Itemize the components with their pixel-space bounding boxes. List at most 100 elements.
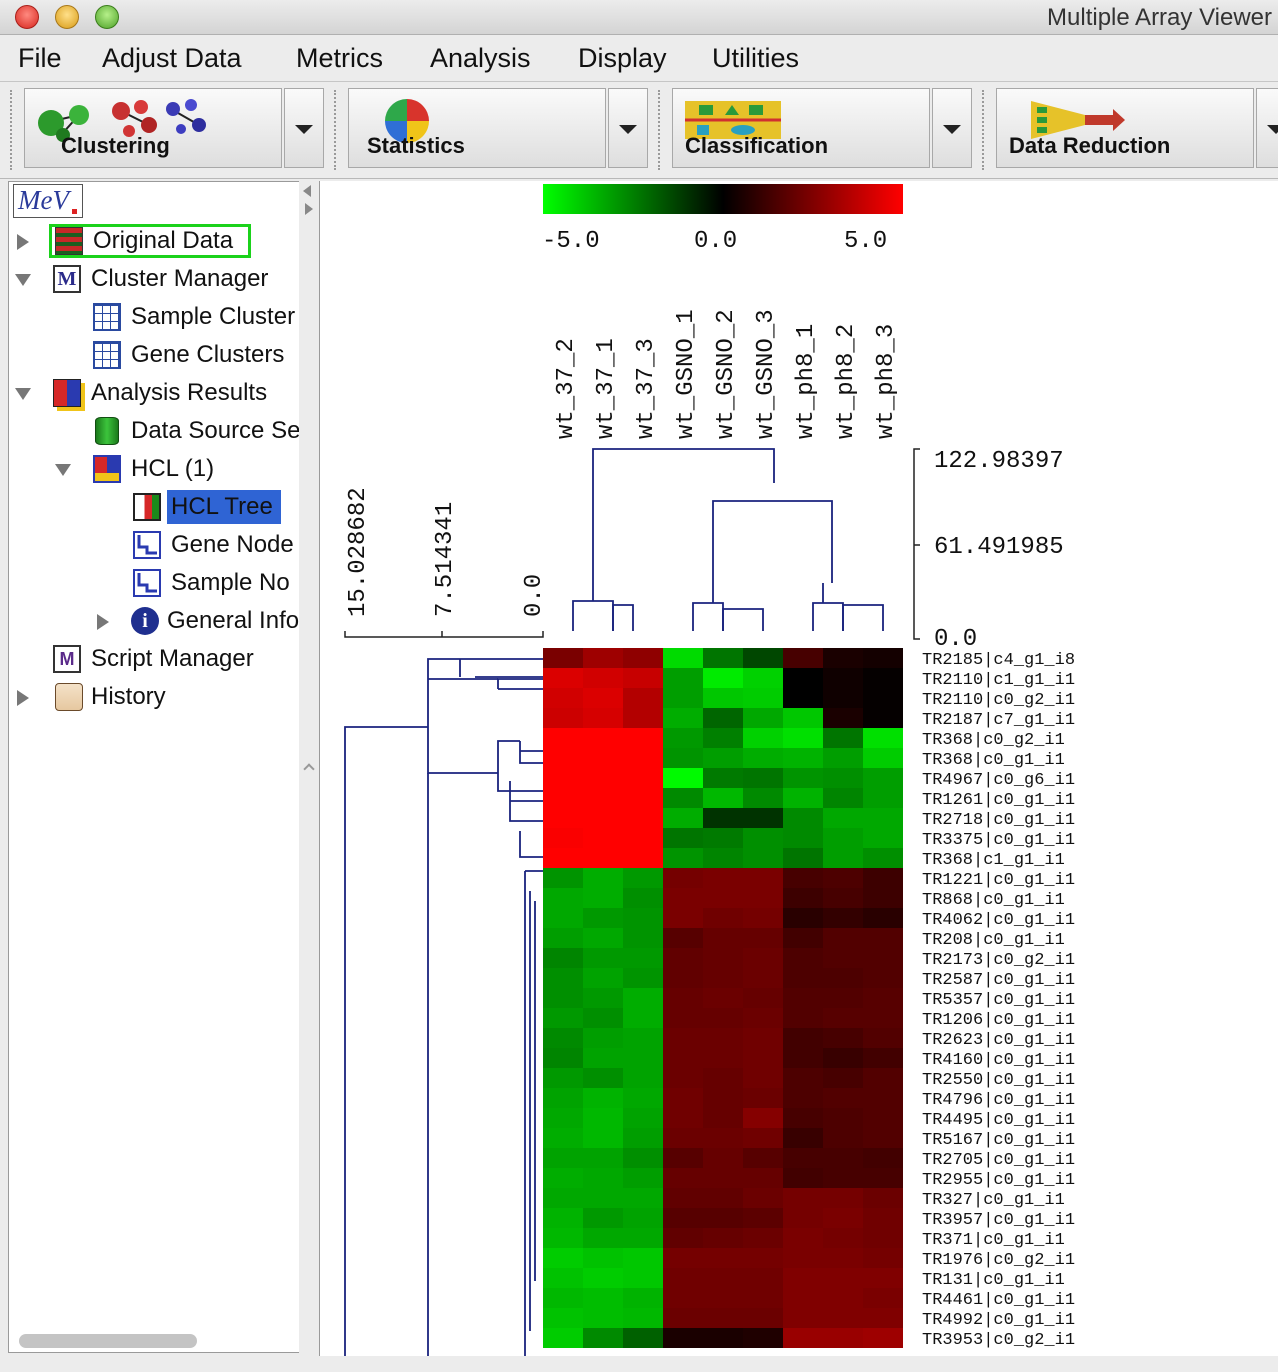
heatmap-cell[interactable] [583, 1008, 623, 1028]
heatmap-cell[interactable] [703, 888, 743, 908]
heatmap-cell[interactable] [623, 668, 663, 688]
heatmap-cell[interactable] [703, 1288, 743, 1308]
heatmap-cell[interactable] [783, 808, 823, 828]
heatmap-cell[interactable] [823, 1188, 863, 1208]
heatmap-cell[interactable] [663, 1308, 703, 1328]
heatmap-cell[interactable] [543, 648, 583, 668]
heatmap-cell[interactable] [743, 1068, 783, 1088]
minimize-window-button[interactable] [55, 5, 79, 29]
heatmap-cell[interactable] [783, 1068, 823, 1088]
toolbar-grip[interactable] [658, 90, 665, 170]
heatmap-cell[interactable] [823, 788, 863, 808]
clustering-dropdown[interactable] [284, 88, 324, 168]
expand-arrow-icon[interactable] [17, 234, 29, 250]
heatmap-cell[interactable] [743, 728, 783, 748]
heatmap-cell[interactable] [583, 1308, 623, 1328]
heatmap-cell[interactable] [663, 728, 703, 748]
heatmap-cell[interactable] [823, 968, 863, 988]
heatmap-cell[interactable] [823, 1008, 863, 1028]
heatmap-cell[interactable] [823, 1228, 863, 1248]
heatmap-cell[interactable] [623, 1088, 663, 1108]
heatmap-cell[interactable] [623, 1268, 663, 1288]
heatmap-cell[interactable] [623, 1028, 663, 1048]
heatmap-cell[interactable] [703, 928, 743, 948]
heatmap-cell[interactable] [543, 848, 583, 868]
menu-file[interactable]: File [18, 43, 62, 73]
heatmap-cell[interactable] [703, 988, 743, 1008]
heatmap-cell[interactable] [703, 688, 743, 708]
heatmap-cell[interactable] [863, 708, 903, 728]
heatmap-cell[interactable] [823, 908, 863, 928]
heatmap-cell[interactable] [543, 728, 583, 748]
heatmap-cell[interactable] [583, 928, 623, 948]
heatmap-cell[interactable] [863, 1168, 903, 1188]
tree-item-script-manager[interactable]: M Script Manager [9, 642, 299, 676]
heatmap-cell[interactable] [743, 748, 783, 768]
heatmap-cell[interactable] [783, 848, 823, 868]
heatmap-cell[interactable] [663, 648, 703, 668]
heatmap-cell[interactable] [743, 768, 783, 788]
heatmap-cell[interactable] [543, 1328, 583, 1348]
heatmap-cell[interactable] [863, 908, 903, 928]
heatmap-cell[interactable] [623, 768, 663, 788]
heatmap-cell[interactable] [703, 1048, 743, 1068]
heatmap-cell[interactable] [863, 768, 903, 788]
heatmap-cell[interactable] [623, 1328, 663, 1348]
heatmap-cell[interactable] [823, 1088, 863, 1108]
tree-item-general-info[interactable]: i General Info [9, 604, 299, 638]
heatmap-cell[interactable] [823, 1128, 863, 1148]
heatmap-cell[interactable] [703, 1008, 743, 1028]
heatmap-cell[interactable] [743, 1208, 783, 1228]
data-reduction-button[interactable]: Data Reduction [996, 88, 1254, 168]
heatmap-cell[interactable] [703, 808, 743, 828]
collapse-arrow-icon[interactable] [15, 274, 31, 286]
heatmap-cell[interactable] [823, 648, 863, 668]
heatmap-cell[interactable] [543, 708, 583, 728]
heatmap-cell[interactable] [783, 1308, 823, 1328]
heatmap-cell[interactable] [583, 1108, 623, 1128]
expand-arrow-icon[interactable] [17, 690, 29, 706]
heatmap-cell[interactable] [623, 828, 663, 848]
heatmap-cell[interactable] [623, 928, 663, 948]
heatmap-cell[interactable] [863, 1288, 903, 1308]
heatmap-cell[interactable] [543, 1188, 583, 1208]
tree-item-analysis-results[interactable]: Analysis Results [9, 376, 299, 410]
menu-display[interactable]: Display [578, 43, 667, 73]
heatmap-cell[interactable] [583, 1128, 623, 1148]
heatmap-cell[interactable] [623, 968, 663, 988]
heatmap-cell[interactable] [543, 988, 583, 1008]
heatmap-cell[interactable] [703, 1168, 743, 1188]
heatmap-cell[interactable] [583, 968, 623, 988]
heatmap-cell[interactable] [783, 688, 823, 708]
heatmap-cell[interactable] [783, 1208, 823, 1228]
heatmap-cell[interactable] [703, 748, 743, 768]
toolbar-grip[interactable] [10, 90, 17, 170]
heatmap-cell[interactable] [823, 988, 863, 1008]
heatmap-cell[interactable] [743, 868, 783, 888]
heatmap-cell[interactable] [823, 1108, 863, 1128]
menu-adjust-data[interactable]: Adjust Data [102, 43, 242, 73]
heatmap-cell[interactable] [823, 728, 863, 748]
heatmap-cell[interactable] [823, 1328, 863, 1348]
heatmap-cell[interactable] [863, 1328, 903, 1348]
heatmap-cell[interactable] [583, 1328, 623, 1348]
heatmap-cell[interactable] [863, 1048, 903, 1068]
heatmap-cell[interactable] [743, 808, 783, 828]
heatmap-cell[interactable] [543, 1128, 583, 1148]
tree-item-original-data[interactable]: Original Data [9, 224, 299, 258]
heatmap-cell[interactable] [543, 948, 583, 968]
heatmap-cell[interactable] [583, 1148, 623, 1168]
heatmap-cell[interactable] [783, 648, 823, 668]
heatmap-cell[interactable] [663, 948, 703, 968]
heatmap-cell[interactable] [743, 1028, 783, 1048]
heatmap-cell[interactable] [743, 888, 783, 908]
heatmap-cell[interactable] [543, 1308, 583, 1328]
heatmap-cell[interactable] [703, 1028, 743, 1048]
heatmap-cell[interactable] [863, 928, 903, 948]
heatmap-cell[interactable] [703, 1188, 743, 1208]
heatmap-cell[interactable] [583, 708, 623, 728]
heatmap-cell[interactable] [623, 888, 663, 908]
heatmap-cell[interactable] [543, 1068, 583, 1088]
heatmap-cell[interactable] [703, 1268, 743, 1288]
heatmap-cell[interactable] [583, 668, 623, 688]
